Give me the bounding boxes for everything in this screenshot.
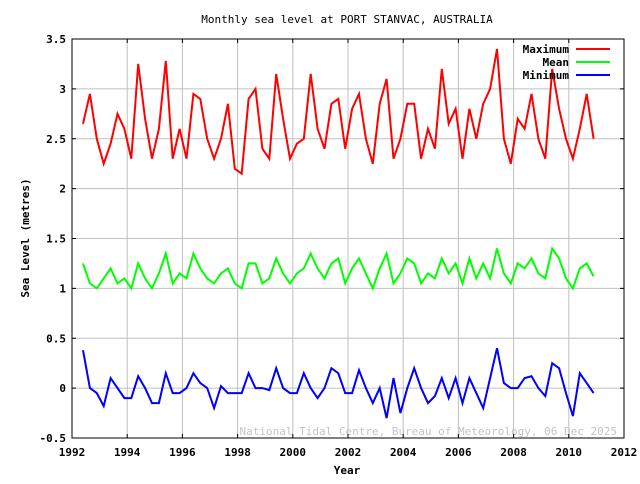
x-tick-label: 2010 [556,446,583,459]
legend-label: Mean [543,56,570,69]
x-tick-label: 1996 [169,446,196,459]
y-tick-label: 0.5 [46,332,66,345]
x-tick-label: 2002 [335,446,362,459]
x-axis-label: Year [334,464,361,477]
y-tick-label: 1.5 [46,233,66,246]
y-tick-label: 1 [59,282,66,295]
series-lines [82,48,595,419]
y-tick-label: 0 [59,382,66,395]
legend-label: Maximum [523,43,570,56]
x-tick-label: 2008 [500,446,527,459]
series-line-minimum [82,347,595,419]
x-tick-label: 2004 [390,446,417,459]
y-axis-label: Sea Level (metres) [19,178,32,297]
series-line-mean [82,246,595,292]
x-tick-label: 2012 [611,446,638,459]
x-tick-label: 1998 [224,446,251,459]
y-tick-label: 2.5 [46,133,66,146]
x-tick-label: 2006 [445,446,472,459]
x-tick-label: 1994 [114,446,141,459]
axis-ticks: 1992 1994 1996 1998 2000 2002 2004 2006 2008 2010… [40,33,638,459]
series-line-maximum [82,48,595,176]
y-tick-label: 2 [59,183,66,196]
grid [72,39,624,438]
y-tick-label: -0.5 [40,432,67,445]
y-tick-label: 3.5 [46,33,66,46]
x-tick-label: 2000 [280,446,307,459]
watermark-annotation: National Tidal Centre, Bureau of Meteoro… [240,425,618,438]
legend-label: Minimum [523,69,570,82]
y-tick-label: 3 [59,83,66,96]
x-tick-label: 1992 [59,446,86,459]
chart-title: Monthly sea level at PORT STANVAC, AUSTR… [201,13,493,26]
